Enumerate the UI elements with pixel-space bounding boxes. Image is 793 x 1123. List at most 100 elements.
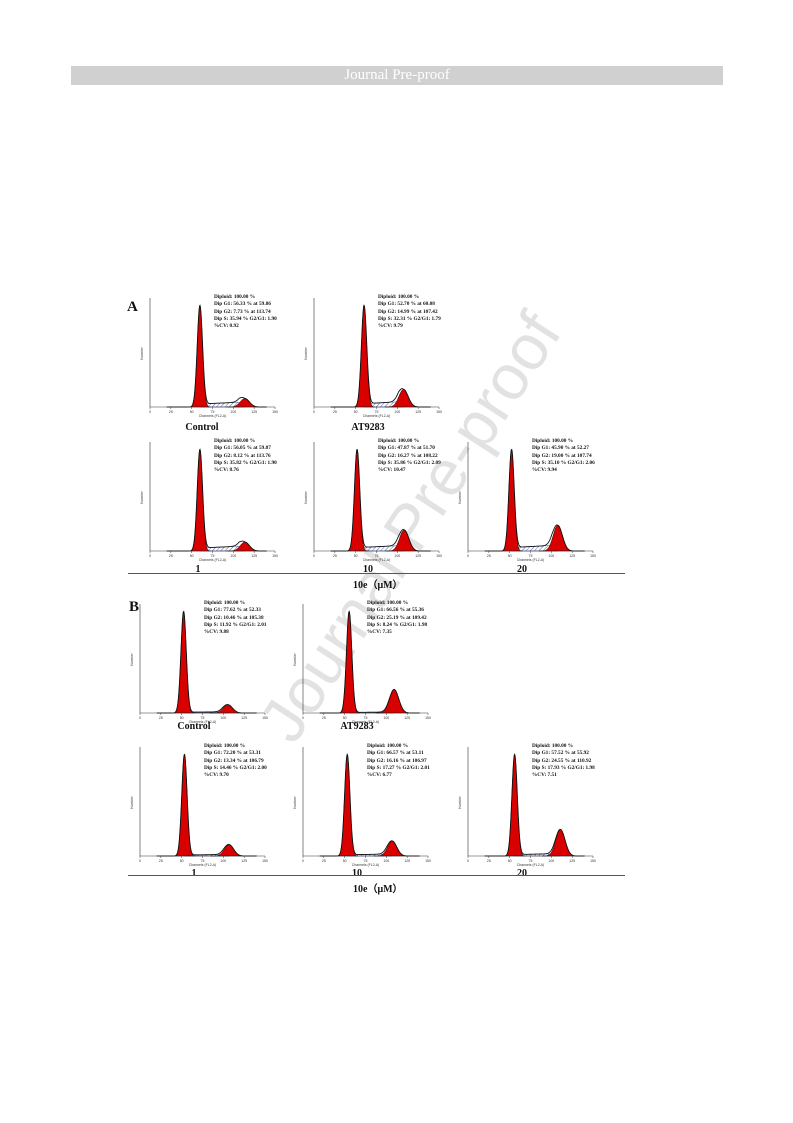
- x-tick-label: 100: [220, 716, 226, 720]
- x-tick-label: 75: [364, 859, 368, 863]
- x-tick-label: 100: [230, 554, 236, 558]
- stats-line: Dip G1: 56.33 % at 59.86: [214, 301, 271, 308]
- x-tick-label: 50: [343, 859, 347, 863]
- g1-peak: [500, 449, 523, 552]
- x-tick-label: 75: [201, 716, 205, 720]
- histogram-plot: 0 25 50 75 100 125 150 Channels (FL2-A) Number: [304, 442, 442, 562]
- stats-line: %CV: 9.70: [204, 772, 229, 779]
- stats-line: Dip S: 8.24 % G2/G1: 1.98: [367, 621, 428, 628]
- x-tick-label: 50: [354, 410, 358, 414]
- x-tick-label: 25: [159, 859, 163, 863]
- x-tick-label: 50: [354, 554, 358, 558]
- x-axis-label: Channels (FL2-A): [363, 558, 391, 562]
- dna-histogram-panel-a-2: 0 25 50 75 100 125 150 Channels (FL2-A) Number Di…: [304, 292, 444, 418]
- sample-label: AT9283: [351, 422, 385, 433]
- x-tick-label: 50: [508, 859, 512, 863]
- stats-line: Dip G1: 72.20 % at 53.31: [204, 750, 261, 757]
- stats-line: %CV: 7.35: [367, 629, 392, 636]
- x-tick-label: 125: [404, 716, 410, 720]
- stats-line: Dip G2: 25.19 % at 109.42: [367, 614, 427, 621]
- x-tick-label: 125: [404, 859, 410, 863]
- x-tick-label: 125: [241, 859, 247, 863]
- dna-histogram-panel-a-3: 0 25 50 75 100 125 150 Channels (FL2-A) Number Di…: [140, 436, 280, 562]
- panel-a-separator: [128, 573, 625, 574]
- cell-cycle-stats: Diploid: 100.00 % Dip G1: 56.05 % at 59.8…: [214, 438, 277, 474]
- y-axis-label: Number: [130, 795, 134, 808]
- x-axis-label: Channels (FL2-A): [189, 720, 217, 724]
- x-tick-label: 100: [394, 410, 400, 414]
- x-tick-label: 125: [251, 410, 257, 414]
- x-tick-label: 25: [322, 716, 326, 720]
- stats-line: Dip G2: 19.00 % at 107.74: [532, 452, 592, 459]
- stats-line: Dip G2: 24.55 % at 110.92: [532, 757, 592, 764]
- y-axis-label: Number: [140, 490, 144, 503]
- x-axis-label: Channels (FL2-A): [189, 863, 217, 867]
- histogram-plot: 0 25 50 75 100 125 150 Channels (FL2-A) Number: [130, 604, 268, 724]
- x-tick-label: 75: [364, 716, 368, 720]
- x-tick-label: 50: [180, 716, 184, 720]
- stats-line: Dip S: 17.27 % G2/G1: 2.01: [367, 764, 430, 771]
- stats-line: Dip G2: 16.27 % at 108.22: [378, 452, 438, 459]
- dna-histogram-panel-a-5: 0 25 50 75 100 125 150 Channels (FL2-A) Number Di…: [458, 436, 598, 562]
- cell-cycle-stats: Diploid: 100.00 % Dip G1: 77.62 % at 52.3…: [204, 600, 267, 636]
- histogram-plot: 0 25 50 75 100 125 150 Channels (FL2-A) Number: [458, 442, 596, 562]
- stats-line: Dip S: 35.10 % G2/G1: 2.06: [532, 459, 595, 466]
- stats-line: Diploid: 100.00 %: [367, 743, 409, 749]
- x-tick-label: 75: [201, 859, 205, 863]
- g1-peak: [353, 305, 375, 408]
- cell-cycle-stats: Diploid: 100.00 % Dip G1: 56.33 % at 59.8…: [214, 294, 277, 330]
- stats-line: %CV: 7.51: [532, 772, 557, 779]
- cell-cycle-stats: Diploid: 100.00 % Dip G1: 47.87 % at 51.7…: [378, 438, 441, 474]
- stats-line: %CV: 9.94: [532, 467, 557, 474]
- x-tick-label: 0: [302, 859, 304, 863]
- stats-line: Diploid: 100.00 %: [378, 294, 420, 300]
- dna-histogram-panel-b-4: 0 25 50 75 100 125 150 Channels (FL2-A) Number Di…: [293, 741, 433, 867]
- stats-line: Diploid: 100.00 %: [378, 438, 420, 444]
- x-tick-label: 150: [436, 554, 442, 558]
- x-tick-label: 0: [313, 554, 315, 558]
- stats-line: Dip G1: 56.05 % at 59.87: [214, 445, 271, 452]
- stats-line: Dip G1: 47.87 % at 51.70: [378, 445, 435, 452]
- stats-line: Dip G1: 66.57 % at 53.11: [367, 750, 424, 757]
- sample-label: Control: [177, 721, 211, 732]
- x-tick-label: 75: [211, 554, 215, 558]
- histogram-plot: 0 25 50 75 100 125 150 Channels (FL2-A) Number: [458, 747, 596, 867]
- stats-line: Dip G1: 45.90 % at 52.27: [532, 445, 589, 452]
- x-tick-label: 150: [262, 716, 268, 720]
- x-tick-label: 100: [548, 859, 554, 863]
- histogram-plot: 0 25 50 75 100 125 150 Channels (FL2-A) Number: [293, 604, 431, 724]
- stats-line: Dip G2: 7.73 % at 113.74: [214, 308, 271, 315]
- x-tick-label: 50: [343, 716, 347, 720]
- x-tick-label: 150: [590, 859, 596, 863]
- dna-histogram-panel-a-4: 0 25 50 75 100 125 150 Channels (FL2-A) Number Di…: [304, 436, 444, 562]
- x-tick-label: 150: [272, 410, 278, 414]
- dna-histogram-panel-b-2: 0 25 50 75 100 125 150 Channels (FL2-A) Number Di…: [293, 598, 433, 724]
- stats-line: Dip S: 11.92 % G2/G1: 2.01: [204, 621, 267, 628]
- g1-peak: [503, 754, 526, 857]
- x-tick-label: 100: [383, 859, 389, 863]
- y-axis-label: Number: [458, 490, 462, 503]
- x-tick-label: 0: [467, 859, 469, 863]
- stats-line: Diploid: 100.00 %: [204, 743, 246, 749]
- x-tick-label: 0: [139, 716, 141, 720]
- stats-line: Diploid: 100.00 %: [367, 600, 409, 606]
- x-tick-label: 25: [159, 716, 163, 720]
- x-tick-label: 100: [220, 859, 226, 863]
- stats-line: Dip G1: 77.62 % at 52.33: [204, 607, 261, 614]
- x-tick-label: 25: [487, 859, 491, 863]
- stats-line: %CV: 10.47: [378, 467, 406, 474]
- x-tick-label: 150: [425, 716, 431, 720]
- x-tick-label: 75: [529, 859, 533, 863]
- x-tick-label: 0: [313, 410, 315, 414]
- x-tick-label: 100: [548, 554, 554, 558]
- x-tick-label: 75: [375, 410, 379, 414]
- panel-b-letter: B: [129, 599, 140, 615]
- x-tick-label: 25: [169, 554, 173, 558]
- stats-line: Diploid: 100.00 %: [204, 600, 246, 606]
- g1-peak: [346, 449, 368, 552]
- cell-cycle-stats: Diploid: 100.00 % Dip G1: 57.52 % at 55.9…: [532, 743, 595, 779]
- panel-b-separator: [128, 875, 625, 876]
- x-tick-label: 125: [569, 859, 575, 863]
- journal-preproof-banner: Journal Pre-proof: [71, 66, 723, 85]
- stats-line: %CV: 0.92: [214, 323, 239, 330]
